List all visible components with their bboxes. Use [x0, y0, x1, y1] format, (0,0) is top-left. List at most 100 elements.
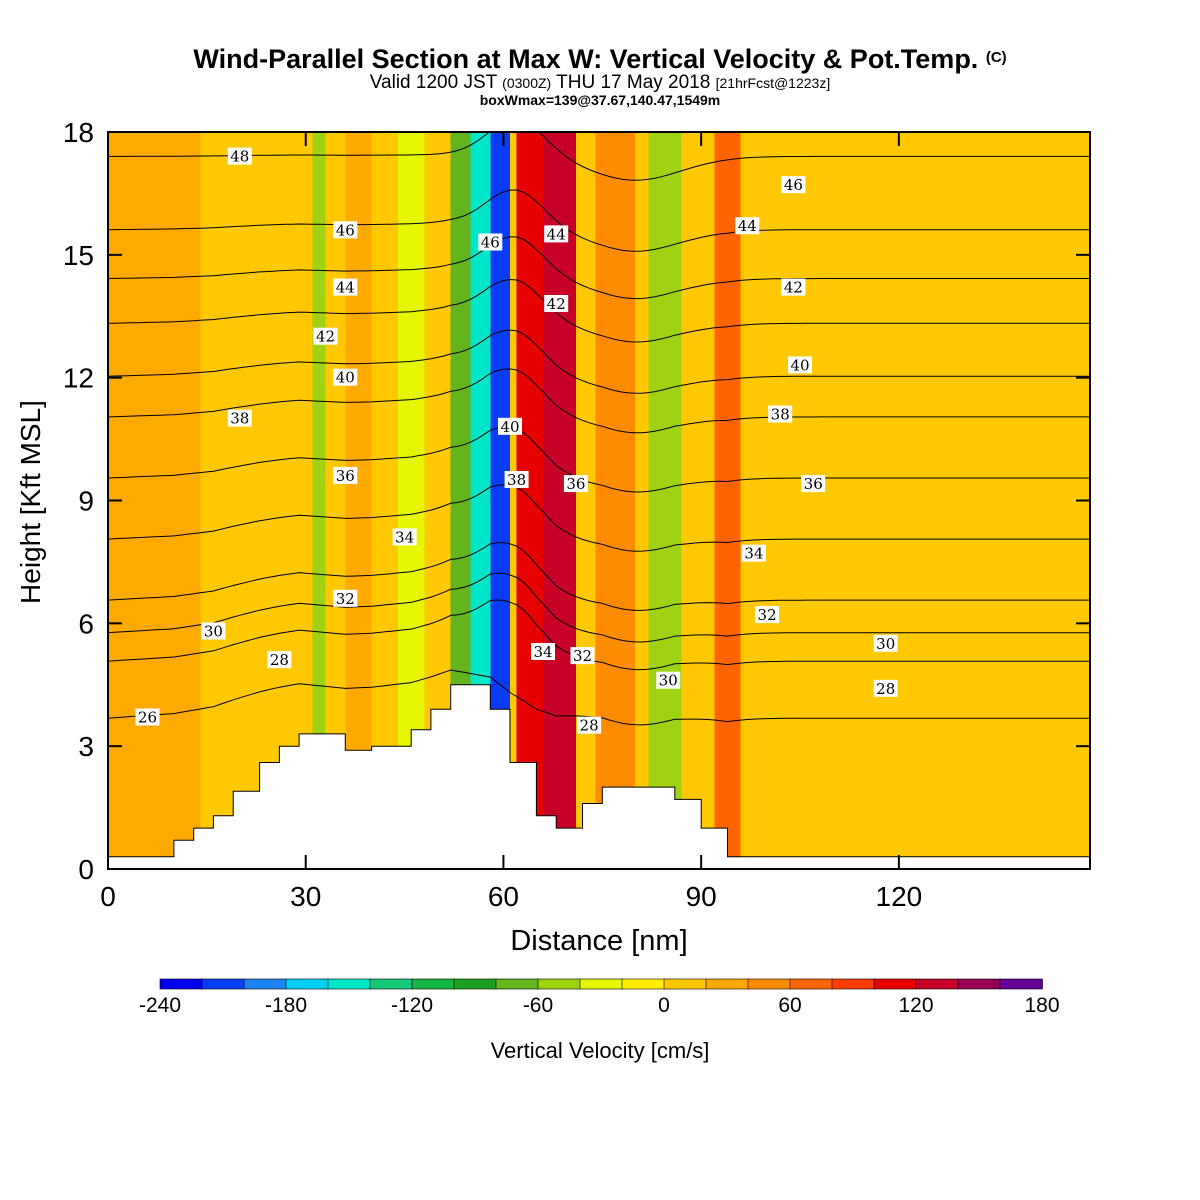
contour-label: 30: [201, 622, 226, 641]
contour-label: 42: [781, 278, 806, 297]
contour-label: 42: [313, 327, 338, 346]
contour-label-text: 30: [876, 635, 895, 653]
contour-label-text: 36: [566, 475, 585, 493]
contour-label-text: 36: [804, 475, 823, 493]
contour-label-bg: [333, 278, 358, 296]
colorbar-tick-label: 0: [658, 994, 670, 1017]
contour-label-text: 38: [230, 410, 249, 428]
plot-area: 48 46 44 42 40 38 36 34 32 30 28 26 46 44 42 40 38 36 34 32…: [108, 132, 1090, 869]
contour-label-text: 40: [500, 418, 519, 436]
contour-label-bg: [577, 716, 602, 734]
colorbar-swatch: [411, 978, 455, 990]
contour-label-bg: [563, 475, 588, 493]
contour-label: 28: [873, 679, 898, 698]
contour-label-text: 40: [336, 369, 355, 387]
contour-label: 46: [333, 221, 358, 239]
contour-label-text: 34: [744, 545, 763, 563]
contour-label: 36: [563, 475, 588, 493]
colorbar-swatch: [957, 978, 1001, 990]
contour-label: 32: [570, 647, 595, 665]
contour-label: 46: [478, 233, 503, 252]
colorbar-label: Vertical Velocity [cm/s]: [491, 1038, 710, 1063]
colorbar-swatch: [621, 978, 665, 990]
contour-label: 46: [781, 176, 806, 194]
colorbar-swatch: [327, 978, 371, 990]
velocity-field: [108, 132, 1090, 869]
contour-label-bg: [544, 225, 569, 243]
contour-label-text: 44: [336, 279, 355, 297]
theta-contour-28: [108, 599, 1090, 671]
contour-label-bg: [735, 217, 760, 235]
theta-contour-44: [108, 236, 1090, 300]
colorbar-swatch: [159, 978, 203, 990]
colorbar-tick-label: -120: [391, 994, 433, 1017]
x-tick-label: 60: [488, 881, 519, 912]
x-axis-label: Distance [nm]: [510, 925, 687, 957]
contour-label-text: 42: [316, 328, 335, 346]
colorbar-swatch: [285, 978, 329, 990]
contour-label: 34: [741, 544, 766, 563]
contour-label: 38: [504, 471, 529, 489]
contour-labels: 48 46 44 42 40 38 36 34 32 30 28 26 46 44 42 40 38 36 34 32…: [135, 147, 898, 735]
contour-label-text: 26: [138, 709, 157, 727]
theta-contour-36: [108, 426, 1090, 493]
colorbar-tick-label: 180: [1024, 994, 1059, 1017]
contour-label-text: 42: [784, 279, 803, 297]
colorbar-swatch: [201, 978, 245, 990]
contour-label: 38: [227, 409, 252, 428]
contour-label-text: 30: [659, 672, 678, 690]
contour-label-bg: [873, 679, 898, 697]
x-tick-label: 90: [686, 881, 717, 912]
contour-label-text: 38: [771, 406, 790, 424]
chart-valid-time: Valid 1200 JST (0300Z) THU 17 May 2018 […: [369, 72, 831, 93]
colorbar-swatch: [243, 978, 287, 990]
colorbar-swatch: [369, 978, 413, 990]
contour-label-text: 32: [573, 647, 592, 665]
contour-label: 36: [333, 466, 358, 485]
contour-label-bg: [741, 544, 766, 562]
y-tick-label: 3: [78, 731, 94, 762]
contour-label: 26: [135, 708, 160, 727]
y-tick-label: 6: [78, 608, 94, 639]
contour-label-text: 46: [784, 176, 803, 194]
contour-label-text: 28: [876, 680, 895, 698]
contour-label-bg: [504, 471, 529, 488]
colorbar-swatch: [873, 978, 917, 990]
contour-label: 40: [333, 368, 358, 387]
colorbar-tick-label: -60: [523, 994, 553, 1017]
contour-label: 32: [755, 606, 780, 624]
contour-label-text: 48: [230, 148, 249, 166]
contour-label-bg: [201, 622, 226, 640]
contour-label-text: 34: [533, 643, 552, 661]
contour-label: 28: [577, 716, 602, 735]
contour-label-bg: [333, 368, 358, 386]
contour-label: 30: [873, 634, 898, 653]
y-axis-label: Height [Kft MSL]: [15, 400, 46, 604]
colorbar-swatch: [831, 978, 875, 990]
contour-label-bg: [788, 356, 812, 374]
contour-label-bg: [227, 409, 252, 427]
contour-label-bg: [768, 405, 793, 423]
contour-label: 44: [544, 225, 569, 243]
colorbar-tick-label: 60: [778, 994, 801, 1017]
colorbar-tick-label: -180: [265, 994, 307, 1017]
contour-label-bg: [478, 233, 503, 251]
chart-title: Wind-Parallel Section at Max W: Vertical…: [193, 44, 1007, 74]
y-tick-label: 18: [63, 117, 94, 148]
contour-label-bg: [570, 647, 595, 665]
contour-label-text: 46: [336, 221, 355, 239]
contour-label-bg: [781, 278, 806, 296]
contour-label-bg: [656, 671, 681, 689]
y-tick-label: 15: [63, 240, 94, 271]
contour-label-text: 28: [270, 651, 289, 669]
contour-label-bg: [392, 528, 417, 546]
contour-label-text: 44: [547, 225, 566, 243]
contour-label-text: 32: [758, 606, 777, 624]
contour-label: 44: [333, 278, 358, 297]
x-axis: 0 30 60 90 120: [100, 132, 922, 912]
contour-label-text: 30: [204, 623, 223, 641]
colorbar-tick-label: -240: [139, 994, 181, 1017]
contour-label-bg: [531, 643, 555, 660]
y-tick-label: 9: [78, 486, 94, 517]
contour-label: 42: [544, 295, 569, 313]
